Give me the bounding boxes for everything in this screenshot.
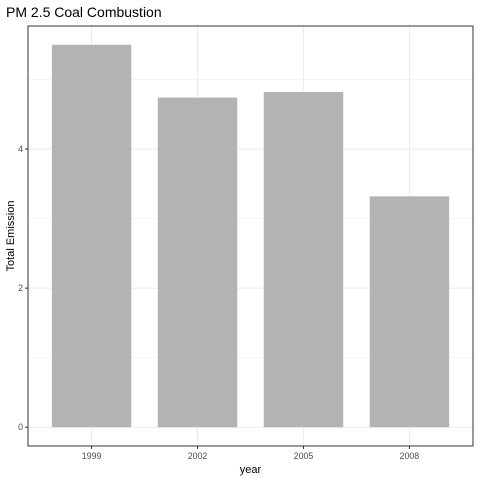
chart-title: PM 2.5 Coal Combustion bbox=[6, 4, 162, 20]
y-axis-title: Total Emission bbox=[5, 201, 17, 272]
y-tick-label: 2 bbox=[18, 283, 23, 293]
bar bbox=[51, 44, 132, 428]
x-tick-label: 2005 bbox=[294, 451, 314, 461]
x-tick-label: 1999 bbox=[82, 451, 102, 461]
y-tick-label: 4 bbox=[18, 144, 23, 154]
bar bbox=[157, 97, 238, 428]
bar bbox=[369, 196, 450, 428]
y-tick-label: 0 bbox=[18, 422, 23, 432]
bars bbox=[51, 44, 450, 428]
y-axis: 0 2 4 bbox=[18, 144, 28, 432]
panel-border bbox=[27, 25, 474, 447]
x-tick-label: 2008 bbox=[400, 451, 420, 461]
x-axis-title: year bbox=[240, 464, 262, 476]
x-axis: 1999 2002 2005 2008 bbox=[82, 446, 420, 461]
bar bbox=[263, 92, 344, 428]
x-tick-label: 2002 bbox=[188, 451, 208, 461]
